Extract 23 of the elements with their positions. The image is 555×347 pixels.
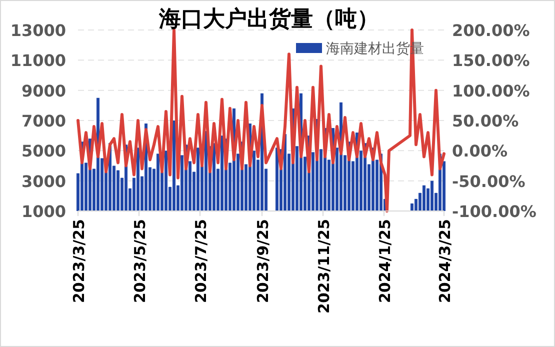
y-tick-label: 11000 <box>10 51 66 70</box>
x-tick-label: 2023/9/25 <box>254 219 272 304</box>
x-tick-label: 2024/3/25 <box>436 219 454 304</box>
y2-tick-label: 200.00% <box>452 21 530 40</box>
y2-tick-label: 150.00% <box>452 51 530 70</box>
x-tick-label: 2023/3/25 <box>70 219 88 304</box>
x-tick-label: 2024/1/25 <box>376 219 394 304</box>
line-series <box>76 28 446 212</box>
y-tick-label: 7000 <box>21 112 66 130</box>
y-tick-label: 1000 <box>21 202 66 221</box>
y-tick-label: 3000 <box>21 172 66 191</box>
y2-tick-label: -50.00% <box>452 172 526 191</box>
chart-title: 海口大户出货量（吨） <box>158 6 379 31</box>
y-tick-label: 9000 <box>21 81 66 100</box>
y2-tick-label: 100.00% <box>452 81 530 100</box>
x-tick-label: 2023/11/25 <box>315 219 333 314</box>
y-tick-label: 13000 <box>10 21 66 40</box>
y-tick-label: 5000 <box>21 142 66 161</box>
y2-tick-label: -100.00% <box>452 202 536 221</box>
y2-tick-label: 50.00% <box>452 112 519 130</box>
x-tick-label: 2023/5/25 <box>131 219 149 304</box>
x-tick-label: 2023/7/25 <box>192 219 210 304</box>
y2-tick-label: 0.00% <box>452 142 508 161</box>
